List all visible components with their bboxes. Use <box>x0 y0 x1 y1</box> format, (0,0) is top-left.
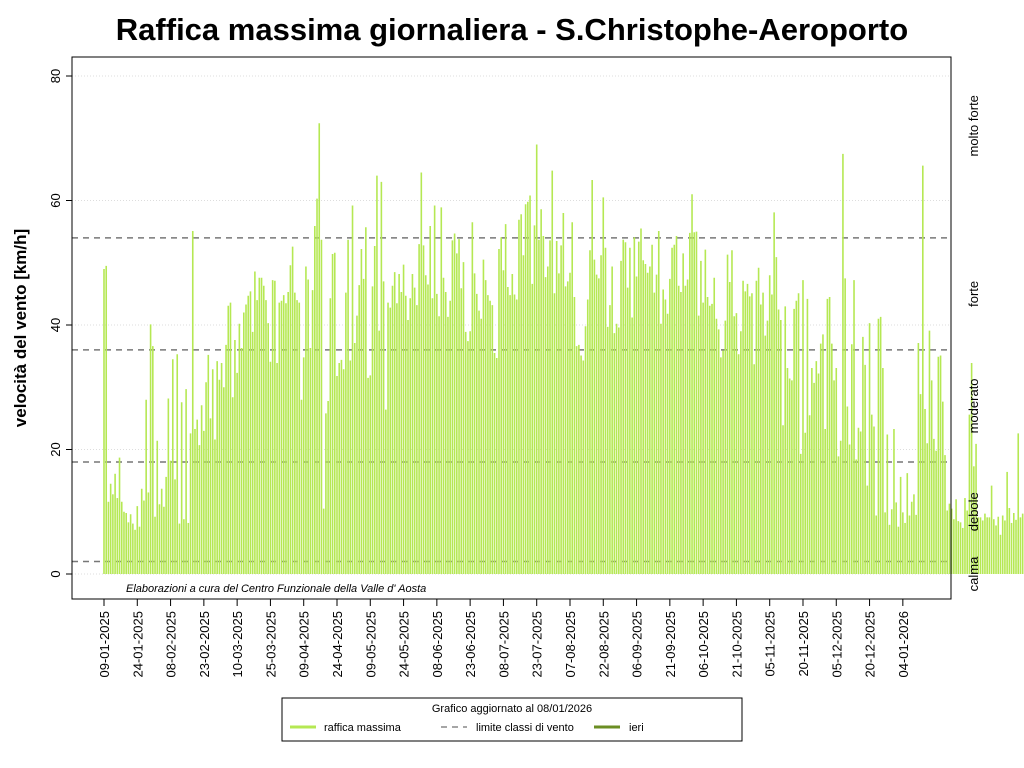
class-label: debole <box>966 492 981 531</box>
x-tick-label: 08-02-2025 <box>164 611 179 678</box>
x-tick-label: 05-11-2025 <box>763 611 778 677</box>
legend-label-ieri: ieri <box>629 722 644 734</box>
legend-label-limits: limite classi di vento <box>476 722 574 734</box>
chart-title: Raffica massima giornaliera - S.Christop… <box>116 12 908 47</box>
x-tick-label: 23-02-2025 <box>197 611 212 678</box>
class-label: molto forte <box>966 95 981 156</box>
x-tick-label: 24-01-2025 <box>130 611 145 678</box>
x-tick-label: 20-12-2025 <box>863 611 878 678</box>
x-tick-label: 22-08-2025 <box>596 611 611 678</box>
x-tick-label: 08-07-2025 <box>496 611 511 678</box>
x-tick-label: 08-06-2025 <box>430 611 445 678</box>
x-tick-label: 24-04-2025 <box>330 611 345 678</box>
x-tick-label: 09-04-2025 <box>297 611 312 678</box>
y-axis: 0 20 40 60 80 <box>48 69 73 578</box>
y-tick-label: 40 <box>48 318 63 332</box>
y-tick-label: 80 <box>48 69 63 83</box>
y-tick-label: 20 <box>48 442 63 456</box>
x-axis: 09-01-2025 24-01-2025 08-02-2025 23-02-2025… <box>97 598 911 678</box>
legend-box <box>281 697 743 742</box>
x-tick-label: 09-05-2025 <box>363 611 378 678</box>
x-tick-label: 09-01-2025 <box>97 611 112 678</box>
x-tick-label: 07-08-2025 <box>563 611 578 678</box>
y-tick-label: 0 <box>48 570 63 577</box>
x-tick-label: 21-10-2025 <box>729 611 744 678</box>
class-labels: calma debole moderato forte molto forte <box>966 95 981 591</box>
y-axis-title: velocità del vento [km/h] <box>11 229 30 427</box>
class-label: forte <box>966 281 981 307</box>
class-label: calma <box>966 556 981 591</box>
x-tick-label: 20-11-2025 <box>796 611 811 677</box>
x-tick-label: 23-06-2025 <box>463 611 478 678</box>
credit-text: Elaborazioni a cura del Centro Funzional… <box>126 583 426 595</box>
class-label: moderato <box>966 378 981 433</box>
x-tick-label: 06-09-2025 <box>630 611 645 678</box>
x-tick-label: 05-12-2025 <box>829 611 844 678</box>
x-tick-label: 04-01-2026 <box>896 611 911 678</box>
x-tick-label: 10-03-2025 <box>230 611 245 678</box>
x-tick-label: 21-09-2025 <box>663 611 678 678</box>
legend: Grafico aggiornato al 08/01/2026 raffica… <box>281 697 743 742</box>
legend-label-raffica: raffica massima <box>324 722 402 734</box>
y-tick-label: 60 <box>48 193 63 207</box>
class-limit-lines <box>72 237 951 563</box>
legend-title: Grafico aggiornato al 08/01/2026 <box>432 703 592 715</box>
x-tick-label: 06-10-2025 <box>696 611 711 678</box>
x-tick-label: 24-05-2025 <box>397 611 412 678</box>
bars <box>103 123 1024 574</box>
plot-frame <box>71 56 952 600</box>
x-tick-label: 25-03-2025 <box>263 611 278 678</box>
x-tick-label: 23-07-2025 <box>530 611 545 678</box>
